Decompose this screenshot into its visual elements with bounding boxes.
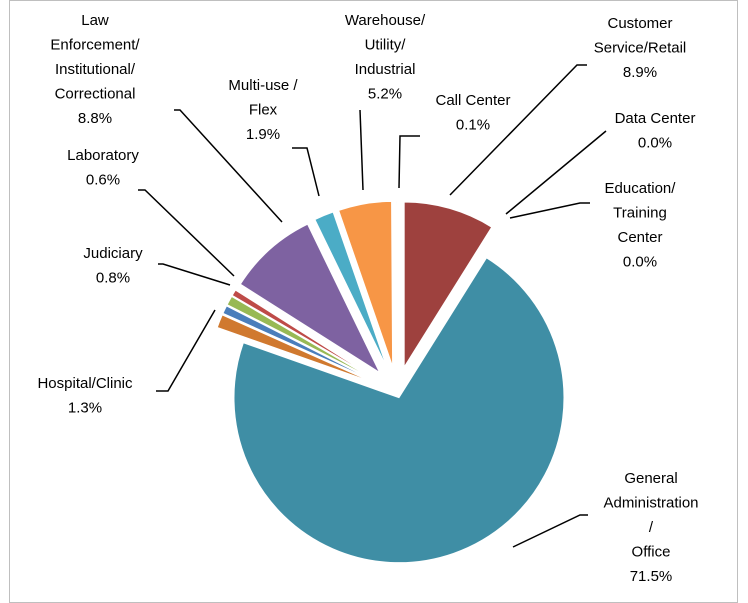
value-label: 5.2% xyxy=(368,86,402,103)
slice-label: Education/Training Center xyxy=(605,180,677,246)
leader-line xyxy=(156,309,216,392)
leader-line xyxy=(359,109,364,191)
slice-label: Judiciary xyxy=(83,245,143,262)
value-label: 71.5% xyxy=(630,568,673,585)
value-label: 1.3% xyxy=(68,400,102,417)
pie-slice xyxy=(216,314,374,383)
value-label: 0.1% xyxy=(456,117,490,134)
pie-slice xyxy=(314,211,388,369)
pie-slice xyxy=(226,295,375,380)
slice-label: General Administration / Office xyxy=(603,470,698,561)
value-label: 8.8% xyxy=(78,110,112,127)
leader-line xyxy=(505,130,607,215)
slice-label: Laboratory xyxy=(67,147,139,164)
value-label: 0.6% xyxy=(86,172,120,189)
leader-line xyxy=(398,135,420,189)
slice-label: Warehouse/Utility/Industrial xyxy=(345,12,426,78)
leader-line xyxy=(449,64,587,196)
leader-line xyxy=(509,202,590,219)
value-label: 0.8% xyxy=(96,270,130,287)
pie-slice xyxy=(403,201,493,369)
pie-slice xyxy=(222,305,374,382)
pie-slice xyxy=(338,200,394,367)
pie-slice xyxy=(395,200,398,367)
pie-slice xyxy=(410,229,499,371)
leader-line xyxy=(138,189,235,277)
leader-line xyxy=(174,109,283,223)
value-label: 1.9% xyxy=(246,126,280,143)
slice-label: Data Center xyxy=(615,110,696,127)
slice-label: Law Enforcement/Institutional/Correctiona… xyxy=(50,12,140,103)
leader-line xyxy=(292,147,320,197)
pie-slice xyxy=(233,257,565,564)
slice-label: Call Center xyxy=(435,92,510,109)
value-label: 8.9% xyxy=(623,64,657,81)
slice-label: Multi-use / Flex xyxy=(228,77,298,119)
pie-slice xyxy=(239,223,381,374)
pie-slice xyxy=(231,289,376,379)
leader-line xyxy=(158,263,231,286)
leader-line xyxy=(512,514,588,548)
value-label: 0.0% xyxy=(638,135,672,152)
slice-label: Hospital/Clinic xyxy=(37,375,133,392)
slice-label: Customer Service/Retail xyxy=(594,15,687,57)
value-label: 0.0% xyxy=(623,254,657,271)
